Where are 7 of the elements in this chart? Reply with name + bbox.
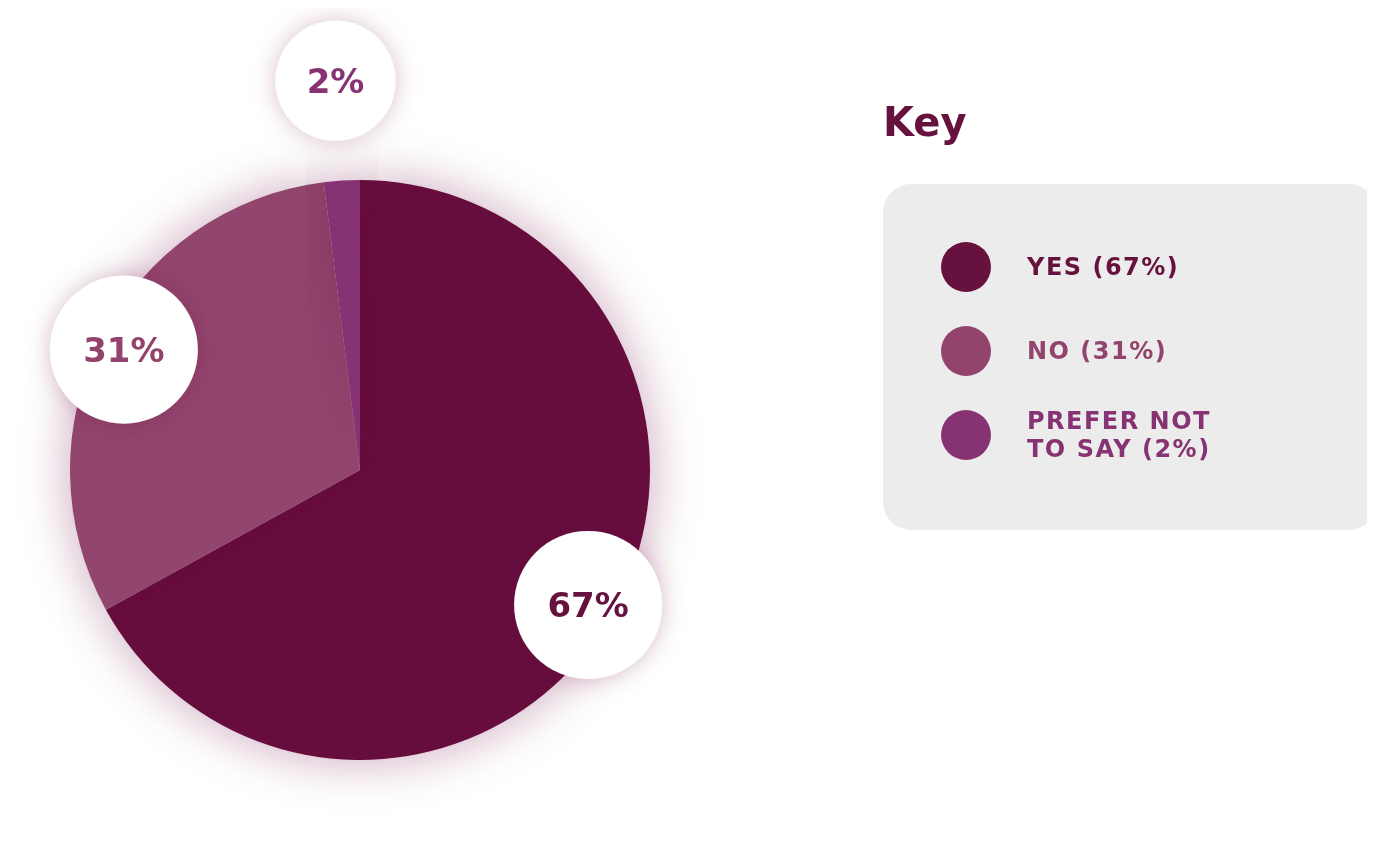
data-label: 31% xyxy=(83,329,165,370)
data-label: 67% xyxy=(547,584,629,625)
legend-label: PREFER NOT TO SAY (2%) xyxy=(1027,407,1211,463)
legend-title: Key xyxy=(883,99,967,145)
data-label: 2% xyxy=(306,60,365,101)
legend-label: NO (31%) xyxy=(1027,337,1168,365)
legend-label: YES (67%) xyxy=(1026,253,1180,281)
